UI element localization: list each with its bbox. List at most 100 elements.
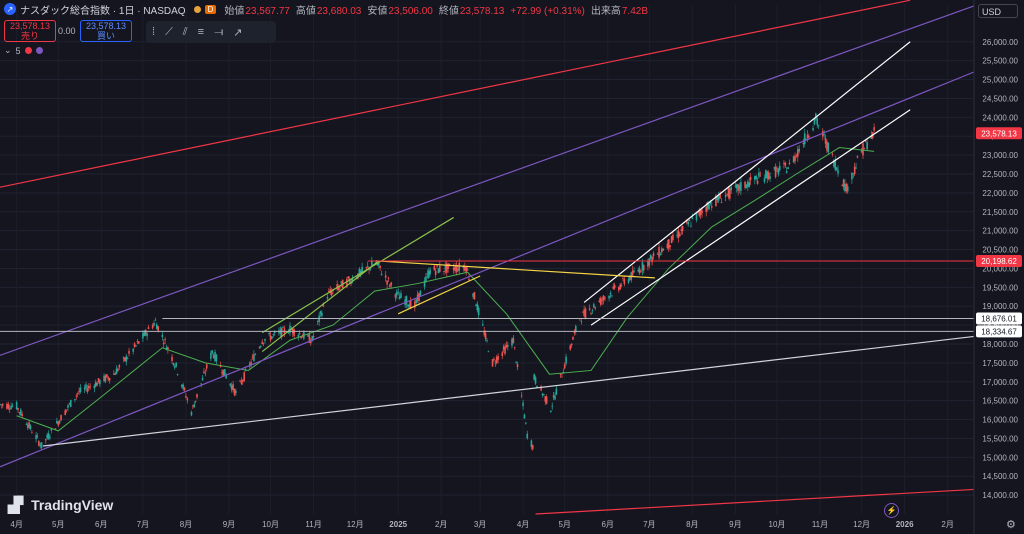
candle-body (735, 184, 738, 189)
candle-body (29, 425, 32, 429)
candle-body (749, 176, 752, 181)
candle-body (107, 377, 110, 380)
candle-body (851, 172, 853, 180)
candle-body (165, 347, 168, 351)
candle-body (719, 193, 721, 199)
candle-body (756, 180, 759, 184)
trendline-tool-icon[interactable]: ⟋ (165, 25, 173, 38)
candle-body (681, 226, 684, 232)
candle-body (720, 202, 723, 204)
x-tick-label: 9月 (223, 520, 235, 529)
drag-handle-icon[interactable]: ⁞ (152, 26, 156, 38)
candle-body (280, 327, 283, 338)
horizontal-ray-tool-icon[interactable]: ⟞ (214, 25, 224, 38)
candle-body (652, 253, 655, 257)
candle-body (407, 304, 409, 307)
candle-body (260, 346, 262, 347)
trendline (0, 0, 911, 188)
candle-body (242, 380, 244, 382)
channel-tool-icon[interactable]: ⫽ (182, 25, 188, 38)
candle-body (221, 372, 223, 374)
indicator-legend[interactable]: ⌄ 5 (4, 45, 43, 56)
candle-body (212, 355, 215, 358)
candle-body (792, 156, 795, 163)
candle-body (666, 243, 669, 249)
candle-body (730, 187, 732, 191)
candle-body (76, 392, 79, 394)
candle-body (690, 225, 692, 227)
candle-body (65, 409, 68, 411)
candle-body (309, 340, 312, 344)
candle-body (602, 295, 605, 301)
level-label: 20,198.62 (981, 257, 1017, 266)
lightning-icon[interactable]: ⚡ (884, 503, 899, 518)
current-price-tag (976, 127, 1022, 140)
candle-body (611, 295, 613, 297)
candle-body (192, 405, 194, 407)
ohlc-value: 23,578.13 (459, 5, 505, 17)
candle-body (117, 368, 119, 371)
x-tick-label: 4月 (10, 520, 22, 529)
candle-body (409, 299, 412, 309)
candle-body (482, 324, 484, 326)
candle-body (641, 262, 644, 271)
tradingview-logo-icon: ▟▘ (8, 497, 29, 514)
candle-body (340, 281, 343, 284)
candle-body (758, 172, 760, 177)
candle-body (0, 403, 1, 405)
candle-body (60, 415, 62, 421)
gear-icon[interactable]: ⚙ (1006, 519, 1016, 531)
candle-body (223, 369, 226, 376)
candle-body (769, 176, 771, 179)
y-tick-label: 16,500.00 (982, 397, 1018, 406)
candle-body (83, 387, 86, 390)
indicator-count: 5 (15, 45, 21, 56)
candle-body (136, 341, 139, 342)
candle-body (648, 258, 651, 266)
candle-body (545, 396, 548, 404)
candle-body (290, 329, 293, 331)
candle-body (590, 313, 592, 314)
x-tick-label: 5月 (558, 520, 570, 529)
candle-body (7, 403, 10, 409)
price-axis[interactable]: 14,000.00 14,500.00 15,000.00 15,500.00 16,0… (973, 0, 1024, 534)
candle-body (124, 357, 126, 361)
candle-body (57, 421, 60, 426)
y-tick-label: 14,000.00 (982, 491, 1018, 500)
candle-body (429, 269, 431, 275)
candle-body (747, 181, 749, 187)
candle-body (397, 291, 400, 293)
candle-body (389, 284, 391, 287)
chevron-down-icon[interactable]: ⌄ (4, 45, 12, 55)
candle-body (58, 420, 61, 424)
ray-tool-icon[interactable]: ↗ (233, 26, 243, 39)
interval-badge: D (204, 4, 217, 14)
symbol-title[interactable]: ナスダック総合指数 · 1日 · NASDAQ (20, 5, 186, 17)
candle-body (89, 386, 91, 388)
candle-body (146, 333, 148, 337)
candle-body (426, 273, 429, 275)
candle-body (103, 375, 105, 382)
candle-body (729, 188, 731, 199)
sell-button[interactable]: 23,578.13 売り (4, 20, 56, 42)
x-tick-label: 3月 (474, 520, 486, 529)
buy-button[interactable]: 23,578.13 買い (80, 20, 132, 42)
candle-body (162, 342, 165, 345)
candle-body (785, 171, 788, 174)
x-tick-label: 12月 (347, 520, 364, 529)
horizontal-lines-tool-icon[interactable]: ≡ (197, 26, 205, 38)
legend-bar: ↗ ナスダック総合指数 · 1日 · NASDAQ D 始値23,567.77 高… (0, 0, 654, 18)
x-tick-label: 4月 (517, 520, 529, 529)
candle-body (863, 148, 866, 150)
ohlc-key: 安値 (367, 5, 388, 17)
currency-select[interactable]: USD (978, 4, 1018, 18)
candle-body (591, 309, 594, 311)
candle-body (866, 142, 868, 150)
time-axis[interactable]: 4月 5月 6月 7月 8月 9月 10月 11月 12月 2025 2月 3月 4月 5月 6月 7月 8月 9… (10, 520, 953, 529)
candle-body (96, 382, 98, 386)
candle-body (669, 245, 671, 247)
candle-body (307, 334, 309, 337)
candle-body (853, 166, 856, 175)
candle-body (174, 365, 176, 368)
